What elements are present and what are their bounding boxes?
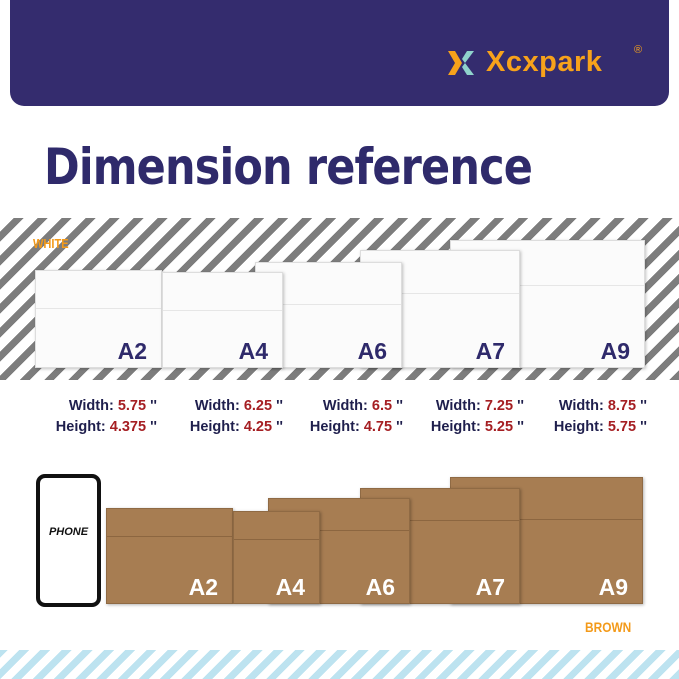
envelope-size: A6	[365, 574, 395, 600]
registered-mark: ®	[634, 44, 643, 56]
brown-envelope-a2: A2	[106, 508, 233, 604]
envelope-size: A4	[275, 574, 305, 600]
dimensions-a4: Width: 6.25 '' Height: 4.25 ''	[189, 398, 283, 435]
brand-logo: Xcxpark	[446, 46, 602, 79]
envelope-size: A6	[357, 338, 387, 364]
brown-label: BROWN	[585, 619, 632, 635]
header-banner	[10, 0, 669, 106]
x-logo-icon	[448, 50, 474, 75]
phone-label: PHONE	[48, 526, 89, 538]
dimensions-a7: Width: 7.25 '' Height: 5.25 ''	[430, 398, 524, 435]
phone-icon: PHONE	[36, 474, 101, 607]
white-envelope-a4: A4	[162, 272, 283, 368]
envelope-size: A7	[475, 338, 505, 364]
brown-envelope-a4: A4	[233, 511, 320, 604]
dimensions-a9: Width: 8.75 '' Height: 5.75 ''	[553, 398, 647, 435]
envelope-size: A2	[117, 338, 147, 364]
envelope-size: A7	[475, 574, 505, 600]
bottom-stripes	[0, 650, 679, 679]
white-label: WHITE	[33, 236, 69, 251]
envelope-size: A9	[598, 574, 628, 600]
envelope-size: A2	[188, 574, 218, 600]
envelope-size: A4	[238, 338, 268, 364]
brand-name: Xcxpark	[486, 46, 603, 78]
white-envelope-a2: A2	[35, 270, 162, 368]
dimensions-a6: Width: 6.5 '' Height: 4.75 ''	[309, 398, 403, 435]
page-title: Dimension reference	[44, 138, 533, 196]
envelope-size: A9	[600, 338, 630, 364]
dimensions-a2: Width: 5.75 '' Height: 4.375 ''	[55, 398, 157, 435]
